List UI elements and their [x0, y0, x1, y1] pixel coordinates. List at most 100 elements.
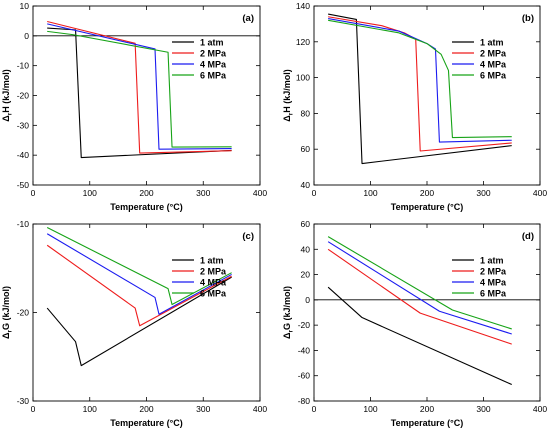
y-tick-label: -60: [298, 371, 311, 381]
y-tick-label: 60: [301, 219, 311, 229]
x-tick-label: 400: [253, 188, 267, 198]
x-axis-label: Temperature (°C): [391, 418, 463, 428]
x-tick-label: 400: [533, 404, 547, 414]
y-axis-label-main: Δ: [1, 332, 11, 339]
x-tick-label: 200: [420, 188, 434, 198]
panel-label: (c): [242, 231, 254, 242]
y-tick-label: 20: [301, 270, 311, 280]
y-axis-label-sub: r: [7, 112, 14, 115]
legend-label: 2 MPa: [200, 267, 227, 277]
x-tick-label: 0: [31, 188, 36, 198]
x-tick-label: 200: [139, 404, 153, 414]
legend-label: 6 MPa: [480, 71, 507, 81]
y-tick-label: 60: [301, 144, 311, 154]
y-tick-label: 40: [301, 244, 311, 254]
x-axis-label: Temperature (°C): [110, 202, 182, 212]
y-tick-label: -20: [17, 308, 30, 318]
y-tick-label: -40: [298, 345, 311, 355]
x-tick-label: 400: [533, 188, 547, 198]
series-line: [327, 248, 512, 345]
y-axis-label: ΔrH (kJ/mol): [1, 69, 14, 122]
y-tick-label: -80: [298, 396, 311, 406]
legend-label: 2 MPa: [480, 267, 507, 277]
legend-label: 4 MPa: [480, 278, 507, 288]
x-tick-label: 100: [83, 404, 97, 414]
y-axis-label: ΔrG (kJ/mol): [282, 286, 295, 339]
x-tick-label: 300: [476, 188, 490, 198]
y-tick-label: 140: [296, 1, 310, 11]
x-axis-label: Temperature (°C): [110, 418, 182, 428]
legend-label: 1 atm: [200, 38, 224, 48]
series-line: [327, 286, 512, 386]
series-line: [46, 244, 232, 327]
x-tick-label: 0: [312, 188, 317, 198]
y-axis-label-rest: H (kJ/mol): [1, 69, 11, 113]
y-tick-label: -30: [17, 120, 30, 130]
series-line: [47, 23, 232, 150]
legend-label: 4 MPa: [200, 60, 227, 70]
series-line: [328, 19, 512, 139]
y-tick-label: -20: [298, 320, 311, 330]
legend-label: 4 MPa: [480, 60, 507, 70]
y-tick-label: 40: [301, 180, 311, 190]
y-axis-label-rest: G (kJ/mol): [1, 286, 11, 330]
y-axis-label: ΔrH (kJ/mol): [282, 69, 295, 122]
y-axis-label-main: Δ: [282, 332, 292, 339]
series-line: [327, 236, 512, 330]
y-tick-label: -10: [17, 219, 30, 229]
series-line: [47, 27, 232, 159]
legend-label: 6 MPa: [480, 289, 507, 299]
series-line: [328, 13, 512, 165]
legend-label: 2 MPa: [200, 49, 227, 59]
legend-label: 4 MPa: [200, 278, 227, 288]
legend-label: 2 MPa: [480, 49, 507, 59]
legend-label: 1 atm: [480, 38, 504, 48]
legend-label: 6 MPa: [200, 71, 227, 81]
x-tick-label: 0: [31, 404, 36, 414]
y-tick-label: -20: [17, 91, 30, 101]
y-axis-label-sub: r: [7, 330, 14, 333]
x-tick-label: 200: [139, 188, 153, 198]
plot-frame: [32, 5, 261, 186]
y-axis-label-main: Δ: [1, 115, 11, 122]
y-tick-label: -40: [17, 150, 30, 160]
y-axis-label-rest: H (kJ/mol): [282, 69, 292, 113]
y-tick-label: 10: [20, 1, 30, 11]
y-tick-label: 0: [305, 295, 310, 305]
x-tick-label: 300: [196, 188, 210, 198]
y-tick-label: -10: [17, 61, 30, 71]
x-tick-label: 400: [253, 404, 267, 414]
series-line: [47, 20, 232, 154]
legend-label: 1 atm: [480, 256, 504, 266]
x-tick-label: 100: [363, 404, 377, 414]
y-axis-label: ΔrG (kJ/mol): [1, 286, 14, 339]
x-tick-label: 300: [196, 404, 210, 414]
y-tick-label: -50: [17, 180, 30, 190]
y-tick-label: 0: [24, 31, 29, 41]
y-axis-label-sub: r: [288, 112, 295, 115]
x-axis-label: Temperature (°C): [391, 202, 463, 212]
panel-label: (d): [522, 231, 534, 242]
series-line: [46, 276, 232, 367]
y-tick-label: 80: [301, 108, 311, 118]
y-axis-label-main: Δ: [282, 115, 292, 122]
plot-frame: [313, 223, 541, 402]
x-tick-label: 100: [363, 188, 377, 198]
plot-frame: [32, 223, 261, 402]
series-line: [46, 233, 232, 315]
y-tick-label: -30: [17, 396, 30, 406]
panel-label: (b): [522, 13, 534, 24]
y-tick-label: 120: [296, 37, 310, 47]
y-tick-label: 100: [296, 73, 310, 83]
x-tick-label: 0: [312, 404, 317, 414]
series-line: [46, 227, 232, 306]
series-line: [327, 241, 512, 335]
panel-label: (a): [242, 13, 254, 24]
x-tick-label: 100: [83, 188, 97, 198]
y-axis-label-rest: G (kJ/mol): [282, 286, 292, 330]
